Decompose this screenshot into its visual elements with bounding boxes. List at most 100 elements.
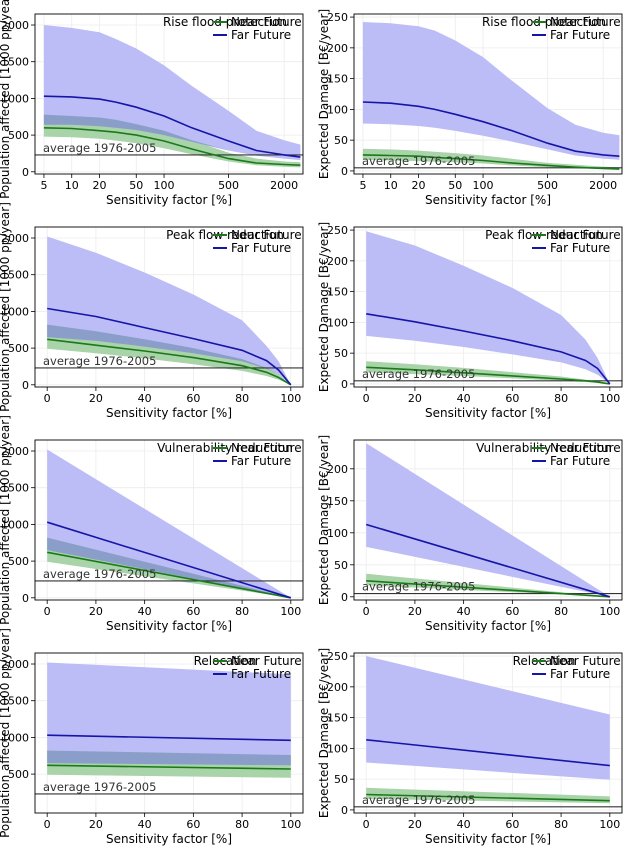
y-tick-label: 150: [327, 73, 348, 86]
far-future-line: [47, 734, 291, 742]
x-tick-label: 2000: [589, 179, 617, 192]
plot-frame: [353, 226, 623, 388]
x-tick-label: 0: [44, 818, 51, 831]
y-tick-label: 1500: [1, 482, 29, 495]
plot-area: [35, 25, 303, 168]
legend-label-near: Near Future: [231, 228, 302, 242]
x-tick-label: 50: [448, 179, 462, 192]
x-tick-label: 20: [89, 818, 103, 831]
y-tick-label: 200: [327, 255, 348, 268]
y-axis-label: Population affected [1000 pp/year]: [0, 415, 12, 625]
x-tick-label: 10: [65, 179, 79, 192]
x-tick-label: 40: [457, 818, 471, 831]
x-axis-label: Sensitivity factor [%]: [425, 832, 551, 846]
plot-area: [35, 449, 303, 599]
y-tick-label: 200: [327, 463, 348, 476]
y-axis-label: Expected Damage [B€/year]: [317, 222, 331, 392]
panel-1: 5 10 20 50 100 500 2000 0 500 1000 1500 2000 Sensiti…: [0, 0, 304, 207]
x-tick-label: 60: [186, 818, 200, 831]
y-tick-label: 500: [8, 129, 29, 142]
x-tick-label: 0: [363, 605, 370, 618]
legend-label-far: Far Future: [231, 241, 291, 255]
reference-label: average 1976-2005: [43, 141, 156, 155]
y-tick-label: 0: [22, 592, 29, 605]
legend-label-far: Far Future: [550, 28, 610, 42]
panel-8: 0 20 40 60 80 100 0 50 100 150 200 250 Sensitivity f…: [317, 648, 623, 846]
y-tick-label: 100: [327, 316, 348, 329]
legend-label-near: Near Future: [550, 15, 621, 29]
x-tick-label: 100: [280, 818, 301, 831]
reference-label: average 1976-2005: [362, 367, 475, 381]
far-future-band: [366, 443, 610, 597]
y-tick-label: 1500: [1, 56, 29, 69]
x-tick-label: 20: [408, 605, 422, 618]
x-tick-label: 60: [186, 605, 200, 618]
x-tick-label: 80: [554, 818, 568, 831]
y-tick-label: 100: [327, 527, 348, 540]
y-tick-label: 0: [341, 804, 348, 817]
y-axis-label: Expected Damage [B€/year]: [317, 9, 331, 179]
x-axis-label: Sensitivity factor [%]: [425, 619, 551, 633]
near-future-line: [366, 366, 610, 385]
x-tick-label: 80: [235, 392, 249, 405]
reference-label: average 1976-2005: [362, 580, 475, 594]
near-future-band: [362, 148, 620, 170]
x-axis-label: Sensitivity factor [%]: [425, 193, 551, 207]
panel-2: 5 10 20 50 100 500 2000 0 50 100 150 200 250 Sensitiv…: [317, 9, 623, 207]
legend-label-near: Near Future: [550, 228, 621, 242]
x-tick-label: 100: [599, 392, 620, 405]
x-tick-label: 100: [599, 818, 620, 831]
near-future-band: [43, 114, 301, 168]
x-tick-label: 0: [44, 392, 51, 405]
near-future-line: [43, 127, 301, 166]
x-tick-label: 5: [40, 179, 47, 192]
x-tick-label: 500: [218, 179, 239, 192]
y-tick-label: 2000: [1, 19, 29, 32]
band-overlap: [43, 114, 301, 161]
panel-4: 0 20 40 60 80 100 0 50 100 150 200 250 Sensitivity f…: [317, 222, 623, 420]
legend-label-near: Near Future: [231, 654, 302, 668]
plot-frame: [353, 652, 623, 814]
far-future-band: [366, 656, 610, 780]
x-tick-label: 40: [138, 605, 152, 618]
band-overlap: [47, 537, 291, 598]
y-tick-label: 1000: [1, 305, 29, 318]
x-tick-label: 20: [408, 392, 422, 405]
y-axis-label: Population affected [1000 pp/year]: [0, 628, 12, 838]
legend-label-near: Near Future: [231, 15, 302, 29]
y-tick-label: 50: [334, 559, 348, 572]
x-tick-label: 80: [235, 605, 249, 618]
y-tick-label: 50: [334, 773, 348, 786]
y-tick-label: 1500: [1, 269, 29, 282]
y-tick-label: 200: [327, 681, 348, 694]
y-tick-label: 150: [327, 712, 348, 725]
plot-frame: [34, 652, 304, 814]
legend-label-far: Far Future: [550, 667, 610, 681]
far-future-line: [43, 95, 301, 158]
x-axis-label: Sensitivity factor [%]: [106, 832, 232, 846]
y-tick-label: 500: [8, 768, 29, 781]
x-tick-label: 100: [473, 179, 494, 192]
x-tick-label: 40: [457, 392, 471, 405]
x-tick-label: 0: [363, 818, 370, 831]
plot-area: [35, 236, 303, 386]
x-tick-label: 10: [384, 179, 398, 192]
far-future-band: [362, 22, 620, 160]
x-tick-label: 2000: [270, 179, 298, 192]
x-tick-label: 500: [537, 179, 558, 192]
near-future-line: [47, 338, 292, 386]
y-axis-label: Population affected [1000 pp/year]: [0, 0, 12, 199]
x-tick-label: 40: [457, 605, 471, 618]
x-axis-label: Sensitivity factor [%]: [425, 406, 551, 420]
y-tick-label: 0: [341, 165, 348, 178]
y-tick-label: 250: [327, 650, 348, 663]
legend-label-far: Far Future: [231, 454, 291, 468]
x-tick-label: 60: [186, 392, 200, 405]
y-tick-label: 100: [327, 742, 348, 755]
y-tick-label: 0: [341, 591, 348, 604]
plot-frame: [353, 439, 623, 601]
legend-label-far: Far Future: [231, 28, 291, 42]
x-tick-label: 60: [505, 392, 519, 405]
x-tick-label: 20: [89, 605, 103, 618]
